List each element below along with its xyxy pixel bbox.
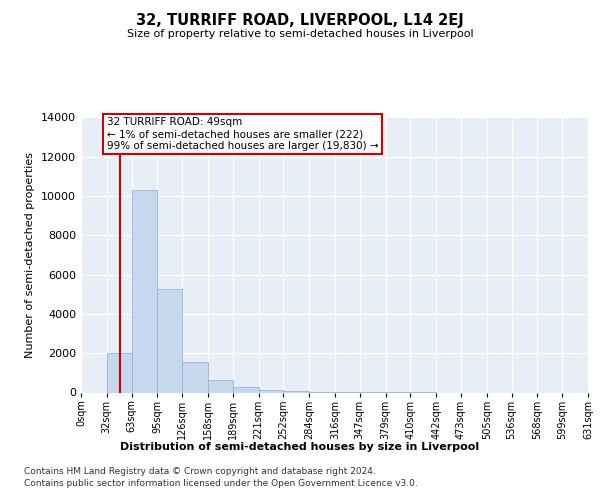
Text: 32, TURRIFF ROAD, LIVERPOOL, L14 2EJ: 32, TURRIFF ROAD, LIVERPOOL, L14 2EJ (136, 12, 464, 28)
Bar (259, 390, 283, 392)
Text: 32 TURRIFF ROAD: 49sqm
← 1% of semi-detached houses are smaller (222)
99% of sem: 32 TURRIFF ROAD: 49sqm ← 1% of semi-deta… (107, 118, 379, 150)
Bar (157, 290, 182, 393)
Bar (208, 380, 233, 392)
Text: Contains public sector information licensed under the Open Government Licence v3: Contains public sector information licen… (24, 479, 418, 488)
Y-axis label: Number of semi-detached properties: Number of semi-detached properties (25, 152, 35, 358)
Bar (182, 362, 208, 392)
Bar (283, 390, 309, 392)
Text: Size of property relative to semi-detached houses in Liverpool: Size of property relative to semi-detach… (127, 29, 473, 39)
Text: Distribution of semi-detached houses by size in Liverpool: Distribution of semi-detached houses by … (121, 442, 479, 452)
Bar (131, 190, 157, 392)
Bar (107, 353, 131, 393)
Bar (233, 387, 259, 392)
Text: Contains HM Land Registry data © Crown copyright and database right 2024.: Contains HM Land Registry data © Crown c… (24, 468, 376, 476)
